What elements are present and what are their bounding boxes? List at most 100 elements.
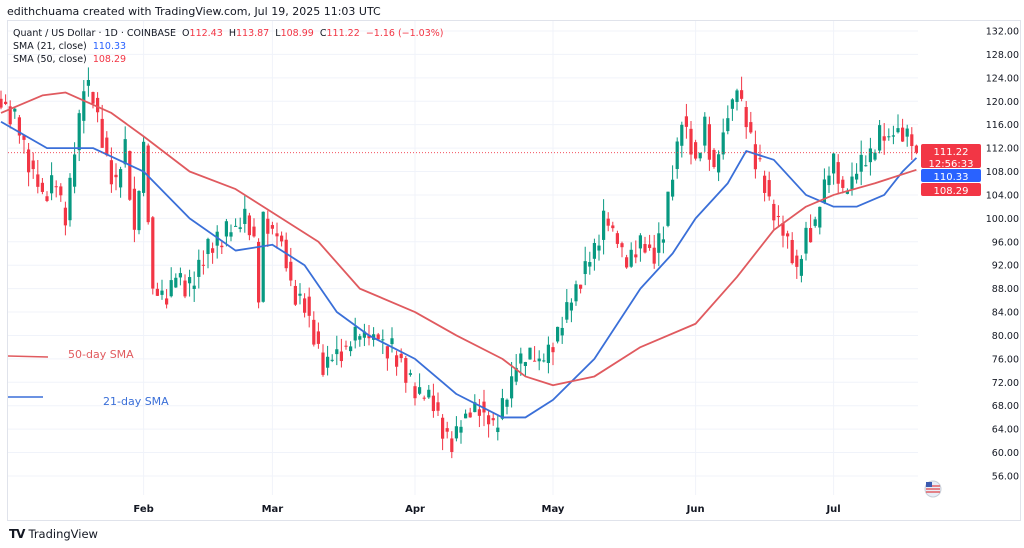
candle-body — [155, 288, 159, 296]
low-value: 108.99 — [280, 28, 314, 39]
candle-body — [822, 179, 826, 203]
candle-body — [192, 285, 196, 289]
candle-body — [891, 135, 895, 137]
candle-body — [671, 179, 675, 197]
sma21-price-tag-text: 110.33 — [934, 172, 969, 183]
sma21-label: SMA (21, close) — [13, 41, 87, 52]
candle-body — [132, 188, 136, 230]
x-tick-label: Mar — [262, 504, 284, 515]
sma50-annotation: 50-day SMA — [68, 348, 134, 361]
candle-body — [643, 243, 647, 253]
candle-body — [878, 125, 882, 151]
x-tick-label: Jul — [825, 504, 840, 515]
candle-body — [82, 91, 86, 121]
candle-body — [431, 395, 435, 412]
candle-body — [859, 154, 863, 172]
candle-body — [4, 101, 8, 104]
candle-body — [592, 242, 596, 259]
candle-body — [459, 426, 463, 433]
candle-body — [358, 336, 362, 340]
candle-body — [454, 426, 458, 439]
x-tick-label: Feb — [133, 504, 153, 515]
sma50-legend[interactable]: SMA (50, close) 108.29 — [13, 53, 444, 66]
candle-body — [542, 360, 546, 362]
candle-body — [349, 346, 353, 352]
candle-body — [119, 169, 123, 188]
candle-body — [629, 249, 633, 267]
candle-body — [569, 302, 573, 311]
candle-body — [464, 413, 468, 419]
tradingview-logo[interactable]: TV TradingView — [9, 527, 98, 541]
candle-body — [229, 232, 233, 237]
candle-body — [666, 191, 670, 226]
chart-frame[interactable] — [7, 20, 1021, 521]
candle-body — [468, 412, 472, 418]
candle-body — [661, 239, 665, 243]
sma50-annotation-line — [7, 355, 49, 358]
candle-body — [257, 241, 261, 303]
candle-body — [73, 154, 77, 187]
high-value: 113.87 — [235, 28, 270, 39]
sma21-line — [0, 120, 918, 419]
candle-body — [376, 334, 380, 340]
candle-body — [588, 262, 592, 267]
candle-body — [717, 154, 721, 173]
candle-body — [758, 158, 762, 160]
y-tick-label: 128.00 — [986, 50, 1019, 61]
candle-body — [519, 353, 523, 364]
y-tick-label: 132.00 — [986, 27, 1019, 38]
candle-body — [201, 264, 205, 266]
candle-body — [326, 356, 330, 368]
candle-body — [100, 118, 104, 148]
candle-body — [312, 319, 316, 345]
logo-text: TradingView — [28, 527, 98, 541]
sma21-legend[interactable]: SMA (21, close) 110.33 — [13, 40, 444, 53]
candle-body — [261, 211, 265, 302]
candle-body — [533, 360, 537, 362]
candle-body — [546, 344, 550, 364]
candle-body — [537, 358, 541, 362]
candle-body — [362, 331, 366, 338]
x-tick-label: Apr — [405, 504, 425, 515]
candle-body — [17, 117, 21, 136]
y-tick-label: 88.00 — [992, 284, 1019, 295]
x-tick-label: May — [542, 504, 565, 515]
y-tick-label: 124.00 — [986, 73, 1019, 84]
candle-body — [841, 179, 845, 188]
open-label: O — [182, 28, 190, 39]
candle-body — [735, 90, 739, 102]
candle-body — [151, 217, 155, 289]
candle-body — [638, 235, 642, 249]
candle-body — [680, 124, 684, 146]
candle-body — [675, 141, 679, 170]
candle-body — [441, 417, 445, 439]
candle-body — [832, 153, 836, 174]
candle-body — [781, 223, 785, 236]
candle-body — [482, 401, 486, 413]
candle-body — [243, 208, 247, 224]
candle-body — [625, 257, 629, 268]
candle-body — [280, 235, 284, 242]
y-tick-label: 104.00 — [986, 190, 1019, 201]
candle-body — [694, 142, 698, 159]
candle-body — [390, 338, 394, 345]
candle-body — [344, 345, 348, 347]
candle-body — [551, 347, 555, 353]
candle-body — [418, 387, 422, 394]
candle-body — [652, 247, 656, 264]
candle-body — [712, 149, 716, 167]
candle-body — [707, 124, 711, 160]
change-value: −1.16 (−1.03%) — [365, 28, 444, 39]
candle-body — [174, 277, 178, 288]
close-label: C — [319, 28, 327, 39]
candle-body — [298, 293, 302, 296]
y-tick-label: 68.00 — [992, 401, 1019, 412]
y-tick-label: 100.00 — [986, 214, 1019, 225]
candle-body — [763, 175, 767, 193]
candle-body — [510, 376, 514, 399]
candle-body — [901, 127, 905, 142]
candle-body — [491, 418, 495, 421]
candle-body — [505, 399, 509, 407]
candle-body — [487, 415, 491, 425]
